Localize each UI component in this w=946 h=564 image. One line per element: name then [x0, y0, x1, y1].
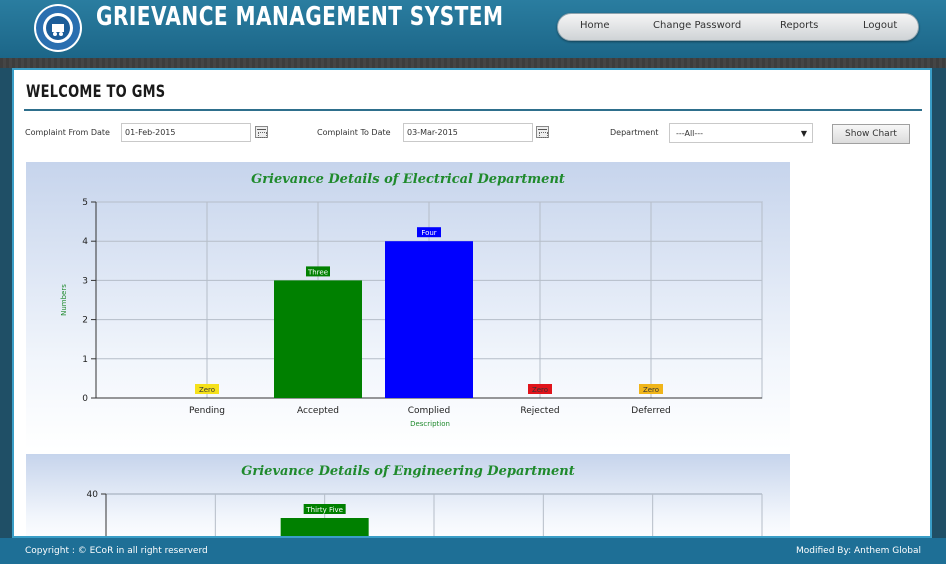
to-date-label: Complaint To Date: [317, 128, 391, 137]
bar-complied: [385, 241, 473, 398]
y-tick-label: 2: [82, 316, 88, 326]
data-label: Zero: [199, 386, 215, 394]
y-tick-label: 5: [82, 198, 88, 208]
app-footer: Copyright : © ECoR in all right reserver…: [0, 538, 946, 564]
page-title: WELCOME TO GMS: [26, 82, 166, 102]
nav-home[interactable]: Home: [580, 20, 610, 31]
y-tick-label: 40: [87, 490, 99, 500]
title-divider: [24, 109, 922, 111]
show-chart-button[interactable]: Show Chart: [832, 124, 910, 144]
y-tick-label: 1: [82, 355, 88, 365]
engineering-chart: Grievance Details of Engineering Departm…: [26, 454, 790, 536]
x-tick-label: Pending: [189, 406, 225, 416]
app-header: GRIEVANCE MANAGEMENT SYSTEM Home Change …: [0, 0, 946, 58]
y-axis-label: Numbers: [60, 284, 68, 316]
electrical-chart: Grievance Details of Electrical Departme…: [26, 162, 790, 450]
x-tick-label: Deferred: [631, 406, 670, 416]
data-label: Three: [307, 268, 328, 276]
copyright-text: Copyright : © ECoR in all right reserver…: [25, 546, 208, 556]
chart-title: Grievance Details of Engineering Departm…: [241, 464, 574, 479]
x-tick-label: Rejected: [520, 406, 559, 416]
chart-title: Grievance Details of Electrical Departme…: [251, 172, 565, 187]
nav-change-password[interactable]: Change Password: [653, 20, 742, 31]
y-tick-label: 3: [82, 276, 88, 286]
x-axis-label: Description: [410, 420, 450, 428]
department-select-value: ---All---: [676, 129, 704, 138]
to-date-input[interactable]: 03-Mar-2015: [403, 123, 533, 142]
modified-by-text: Modified By: Anthem Global: [796, 546, 921, 556]
header-divider: [0, 58, 946, 68]
data-label: Zero: [532, 386, 548, 394]
nav-reports[interactable]: Reports: [780, 20, 819, 31]
railway-logo-icon: [34, 4, 82, 52]
y-tick-label: 0: [82, 394, 88, 404]
data-label-box: [417, 227, 441, 238]
data-label-box: [195, 384, 219, 394]
from-date-input[interactable]: 01-Feb-2015: [121, 123, 251, 142]
data-label-box: [528, 384, 552, 394]
engineering-chart-svg: Grievance Details of Engineering Departm…: [87, 464, 763, 536]
to-calendar-icon[interactable]: [536, 126, 549, 138]
data-label-box: [303, 504, 346, 514]
electrical-chart-svg: Grievance Details of Electrical Departme…: [60, 172, 763, 428]
data-label: Four: [421, 229, 436, 237]
from-calendar-icon[interactable]: [255, 126, 268, 138]
from-date-label: Complaint From Date: [25, 128, 110, 137]
department-label: Department: [610, 128, 659, 137]
data-label: Thirty Five: [305, 506, 343, 514]
content-panel: WELCOME TO GMS Complaint From Date 01-Fe…: [12, 68, 932, 538]
main-nav: Home Change Password Reports Logout: [557, 13, 919, 41]
nav-logout[interactable]: Logout: [863, 20, 898, 31]
chevron-down-icon: ▼: [800, 129, 807, 138]
bar-accepted: [274, 280, 362, 398]
data-label: Zero: [643, 386, 659, 394]
bar-accepted: [280, 518, 369, 536]
x-tick-label: Accepted: [297, 406, 339, 416]
app-title: GRIEVANCE MANAGEMENT SYSTEM: [96, 2, 504, 32]
y-tick-label: 4: [82, 237, 88, 247]
data-label-box: [639, 384, 663, 394]
data-label-box: [306, 266, 330, 277]
x-tick-label: Complied: [408, 406, 451, 416]
department-select[interactable]: ---All--- ▼: [669, 123, 813, 143]
